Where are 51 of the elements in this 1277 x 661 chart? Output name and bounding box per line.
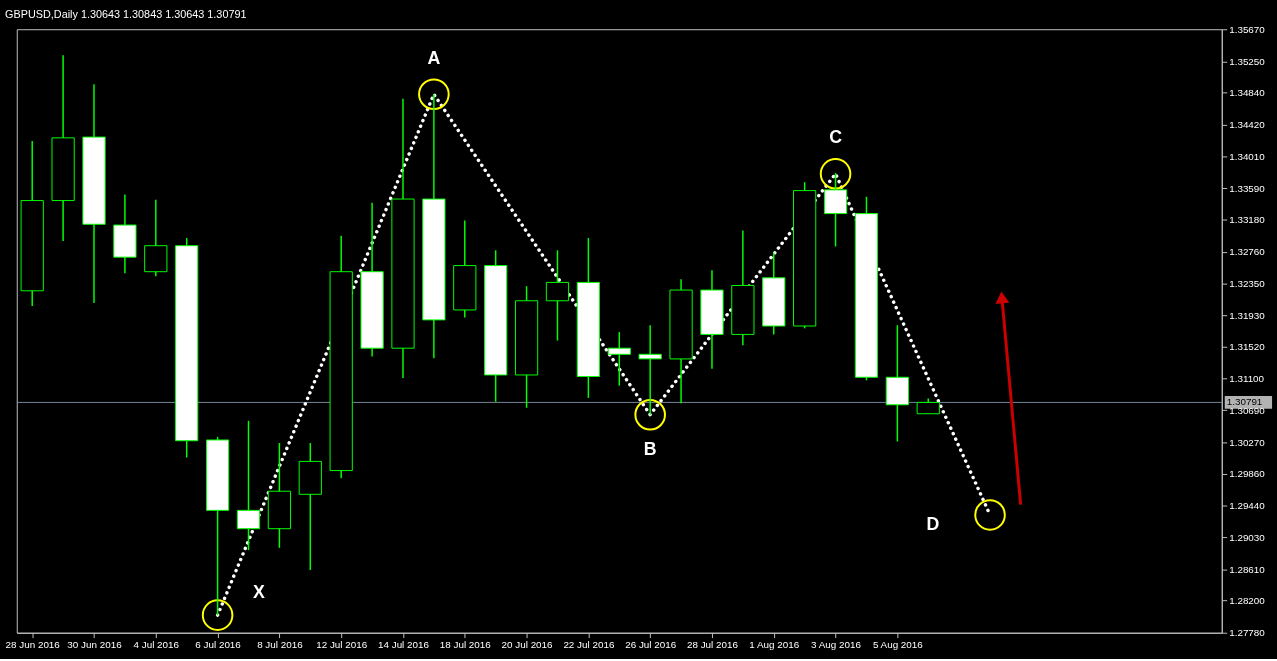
candlestick bbox=[823, 172, 848, 248]
y-tick-label: 1.34010 bbox=[1229, 150, 1266, 162]
candlestick bbox=[545, 249, 570, 342]
y-tick-label: 1.31520 bbox=[1229, 341, 1266, 353]
y-tick-label: 1.29440 bbox=[1229, 500, 1266, 512]
x-tick-label: 6 Jul 2016 bbox=[195, 639, 242, 651]
y-tick-label: 1.32350 bbox=[1229, 277, 1266, 289]
point bbox=[201, 599, 234, 631]
x-tick-label: 30 Jun 2016 bbox=[67, 639, 123, 651]
y-tick-label: 1.35250 bbox=[1229, 55, 1266, 67]
annotation: A bbox=[427, 47, 441, 68]
point bbox=[418, 78, 450, 110]
y-tick-label: 1.34420 bbox=[1229, 119, 1266, 131]
x-tick-label: 28 Jul 2016 bbox=[686, 639, 739, 651]
y-tick-label: 1.31930 bbox=[1229, 309, 1266, 321]
y-tick-label: 1.28200 bbox=[1229, 595, 1266, 607]
x-tick-label: 1 Aug 2016 bbox=[749, 639, 800, 651]
point bbox=[974, 499, 1006, 531]
candlestick bbox=[638, 324, 662, 416]
x-tick-label: 28 Jun 2016 bbox=[5, 639, 61, 651]
y-tick-label: 1.33180 bbox=[1229, 214, 1266, 226]
x-tick-label: 22 Jul 2016 bbox=[563, 639, 615, 651]
annotation: B bbox=[643, 439, 657, 460]
x-tick-label: 4 Jul 2016 bbox=[133, 639, 180, 651]
y-tick-label: 1.30270 bbox=[1229, 436, 1266, 448]
y-tick-label: 1.31100 bbox=[1229, 373, 1265, 385]
x-tick-label: 3 Aug 2016 bbox=[811, 639, 862, 651]
candlestick bbox=[236, 420, 261, 551]
candlestick bbox=[607, 331, 631, 387]
x-tick-label: 5 Aug 2016 bbox=[872, 639, 924, 651]
y-tick-label: 1.35670 bbox=[1229, 23, 1266, 35]
y-tick-label: 1.32760 bbox=[1229, 246, 1266, 258]
chart-title: GBPUSD,Daily 1.30643 1.30843 1.30643 1.30791 bbox=[5, 8, 247, 21]
y-tick-label: 1.34840 bbox=[1229, 87, 1266, 99]
y-tick-label: 1.29860 bbox=[1229, 468, 1266, 480]
x-tick-label: 8 Jul 2016 bbox=[257, 639, 304, 651]
x-tick-label: 12 Jul 2016 bbox=[316, 639, 368, 651]
point bbox=[634, 398, 666, 431]
x-tick-label: 18 Jul 2016 bbox=[439, 639, 492, 651]
x-tick-label: 20 Jul 2016 bbox=[501, 639, 554, 651]
annotation: C bbox=[829, 127, 843, 148]
point bbox=[819, 158, 852, 190]
x-tick-label: 26 Jul 2016 bbox=[625, 639, 677, 651]
y-tick-label: 1.29030 bbox=[1229, 531, 1266, 543]
annotation: X bbox=[253, 582, 266, 603]
x-tick-label: 14 Jul 2016 bbox=[377, 639, 430, 651]
y-tick-label: 1.28610 bbox=[1229, 563, 1266, 575]
line-series bbox=[215, 92, 992, 617]
y-tick-label: 1.33590 bbox=[1229, 182, 1266, 194]
annotation: D bbox=[926, 513, 940, 534]
y-tick-label: 1.27780 bbox=[1229, 627, 1266, 639]
